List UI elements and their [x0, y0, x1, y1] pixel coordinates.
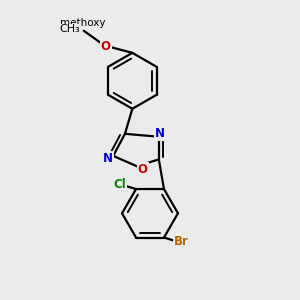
Text: Br: Br: [174, 236, 189, 248]
Text: CH₃: CH₃: [59, 24, 80, 34]
Text: methoxy: methoxy: [59, 18, 105, 28]
Text: Cl: Cl: [113, 178, 126, 191]
Text: O: O: [138, 163, 148, 176]
Text: O: O: [101, 40, 111, 53]
Text: N: N: [103, 152, 113, 165]
Text: N: N: [155, 127, 165, 140]
